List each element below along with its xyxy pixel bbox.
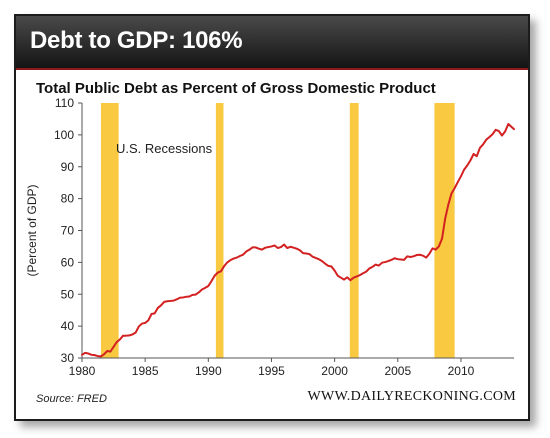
recession-band-2 — [215, 103, 224, 358]
page-title: Debt to GDP: 106% — [30, 27, 243, 54]
recession-band-4 — [434, 103, 455, 358]
brand-url: WWW.DAILYRECKONING.COM — [307, 389, 516, 404]
y-tick-label: 40 — [61, 319, 75, 333]
legend-label: U.S. Recessions — [116, 141, 213, 156]
x-tick-label: 1995 — [258, 364, 285, 378]
x-tick-label: 2010 — [448, 364, 475, 378]
chart-title: Total Public Debt as Percent of Gross Do… — [36, 80, 436, 97]
y-tick-label: 60 — [61, 255, 75, 269]
y-tick-label: 80 — [61, 192, 75, 206]
x-tick-label: 1985 — [132, 364, 159, 378]
y-axis-label: (Percent of GDP) — [25, 184, 39, 276]
legend-swatch — [102, 137, 110, 159]
recession-band-1 — [100, 103, 119, 358]
y-tick-label: 100 — [54, 128, 74, 142]
x-tick-label: 1980 — [69, 364, 96, 378]
y-tick-label: 50 — [61, 287, 75, 301]
y-tick-label: 30 — [61, 351, 75, 365]
x-tick-label: 2005 — [384, 364, 411, 378]
source-note: Source: FRED — [36, 393, 107, 405]
header-bar: Debt to GDP: 106% — [16, 16, 528, 70]
series-line-1 — [81, 123, 515, 358]
x-tick-label: 1990 — [195, 364, 222, 378]
y-tick-label: 90 — [61, 160, 75, 174]
x-tick-label: 2000 — [321, 364, 348, 378]
chart-svg: U.S. Recessions 30 40 50 60 70 80 90 100 110 1980 1… — [25, 96, 515, 378]
chart-card: Debt to GDP: 106% Total Public Debt as P… — [14, 14, 530, 421]
recession-band-3 — [349, 103, 359, 358]
y-tick-label: 70 — [61, 224, 75, 238]
y-tick-label: 110 — [55, 96, 74, 110]
